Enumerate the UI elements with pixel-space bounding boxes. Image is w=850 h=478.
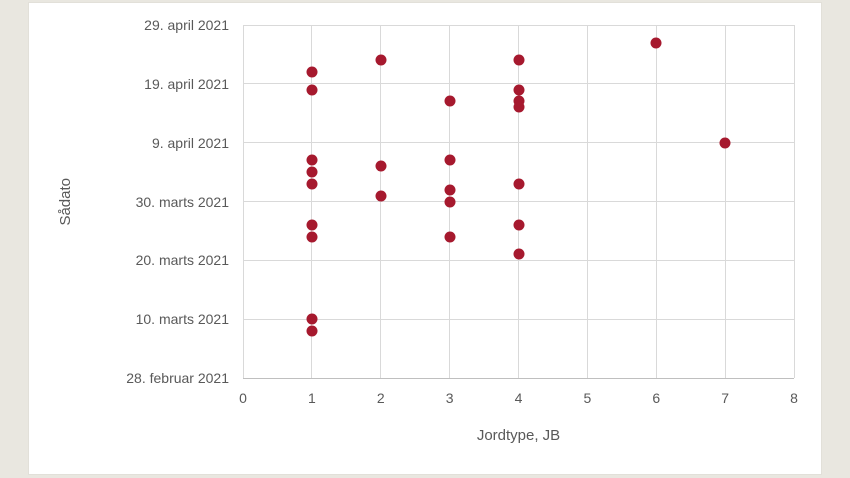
x-tick-label: 3 <box>445 390 454 406</box>
x-tick-label: 5 <box>583 390 592 406</box>
data-point <box>513 248 524 260</box>
gridline-horizontal <box>243 259 794 261</box>
data-point <box>375 54 387 66</box>
y-tick-label: 19. april 2021 <box>144 75 229 92</box>
data-point <box>513 178 524 190</box>
data-point <box>719 137 731 149</box>
data-point <box>306 325 318 337</box>
x-tick-label: 2 <box>376 390 385 406</box>
data-point <box>513 54 524 66</box>
data-point <box>513 84 524 96</box>
gridline-horizontal <box>243 142 794 144</box>
data-point <box>306 66 318 78</box>
data-point <box>306 231 318 243</box>
data-point <box>306 84 318 96</box>
x-tick-label: 7 <box>721 390 730 406</box>
x-tick-label: 4 <box>514 390 523 406</box>
data-point <box>513 101 524 113</box>
y-tick-label: 20. marts 2021 <box>135 252 229 269</box>
gridline-vertical <box>793 25 795 378</box>
data-point <box>306 313 318 325</box>
y-axis-title-text: Sådato <box>57 177 74 226</box>
data-point <box>306 154 318 166</box>
x-tick-label: 1 <box>307 390 316 406</box>
gridline-horizontal <box>243 83 794 85</box>
y-tick-label: 28. februar 2021 <box>126 370 229 386</box>
y-tick-label: 10. marts 2021 <box>135 311 229 328</box>
data-point <box>375 190 387 202</box>
data-point <box>650 37 662 49</box>
data-point <box>375 160 387 172</box>
data-point <box>444 231 456 243</box>
data-point <box>444 196 456 207</box>
data-point <box>444 184 456 196</box>
y-tick-label: 9. april 2021 <box>151 134 229 151</box>
x-axis-title: Jordtype, JB <box>476 427 561 444</box>
data-point <box>306 219 318 231</box>
plot-area <box>242 24 795 379</box>
x-tick-label: 8 <box>790 390 798 406</box>
y-tick-label: 30. marts 2021 <box>135 193 229 210</box>
data-point <box>444 154 456 166</box>
data-point <box>513 219 524 231</box>
gridline-horizontal <box>243 201 794 202</box>
gridline-horizontal <box>243 24 794 26</box>
y-axis-title: Sådato <box>57 25 74 378</box>
gridline-horizontal <box>243 318 794 320</box>
data-point <box>306 166 318 178</box>
x-tick-label: 6 <box>652 390 661 406</box>
y-tick-label: 29. april 2021 <box>144 17 229 33</box>
x-tick-label: 0 <box>239 390 247 406</box>
data-point <box>444 95 456 107</box>
data-point <box>513 95 524 107</box>
data-point <box>306 178 318 190</box>
x-axis-line <box>243 378 794 379</box>
chart-card: 29. april 2021 19. april 2021 9. april 202… <box>28 2 822 475</box>
